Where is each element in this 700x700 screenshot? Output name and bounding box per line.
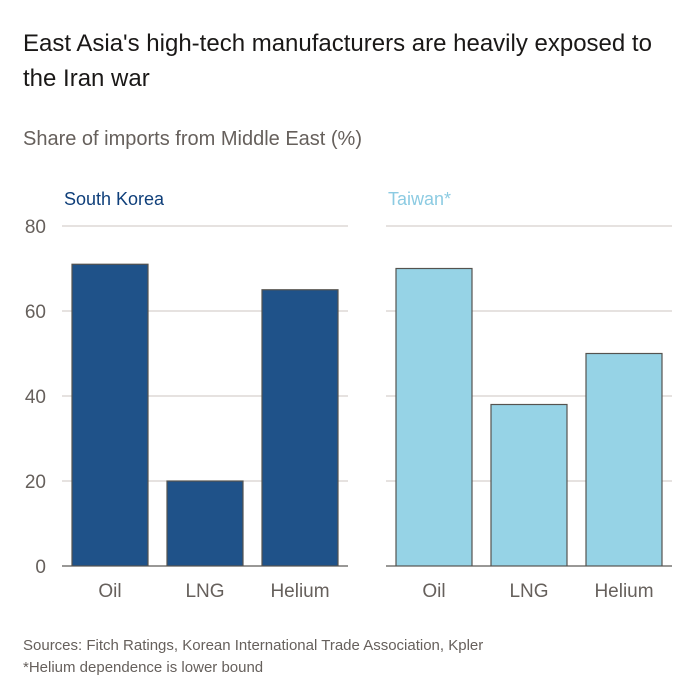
tw-panel-title: Taiwan* [388, 189, 451, 209]
sk-bar-lng [166, 480, 244, 567]
y-tick-label: 40 [25, 387, 46, 408]
sources-note: Sources: Fitch Ratings, Korean Internati… [23, 637, 484, 654]
south-korea-panel: South Korea Oil LNG Helium [62, 189, 348, 602]
sk-panel-title: South Korea [64, 189, 165, 209]
footnote: *Helium dependence is lower bound [23, 659, 264, 676]
tw-category-label: Helium [594, 581, 653, 602]
sk-bar-oil [71, 263, 149, 567]
y-tick-label: 80 [25, 217, 46, 238]
tw-category-label: LNG [509, 581, 548, 602]
y-tick-label: 60 [25, 302, 46, 323]
taiwan-panel: Taiwan* Oil LNG Helium [386, 189, 672, 602]
chart-subtitle: Share of imports from Middle East (%) [23, 128, 362, 150]
y-axis: 0 20 40 60 80 [25, 217, 46, 578]
footer: Sources: Fitch Ratings, Korean Internati… [23, 635, 483, 679]
tw-bar-lng [490, 403, 568, 567]
y-tick-label: 20 [25, 472, 46, 493]
sk-category-label: Oil [98, 581, 121, 602]
sk-bar-helium [261, 289, 339, 567]
tw-category-label: Oil [422, 581, 445, 602]
tw-bar-helium [585, 352, 663, 567]
sk-category-label: LNG [185, 581, 224, 602]
y-tick-label: 0 [35, 557, 46, 578]
sk-category-label: Helium [270, 581, 329, 602]
chart-title: East Asia's high-tech manufacturers are … [23, 30, 652, 92]
tw-bar-oil [395, 267, 473, 567]
